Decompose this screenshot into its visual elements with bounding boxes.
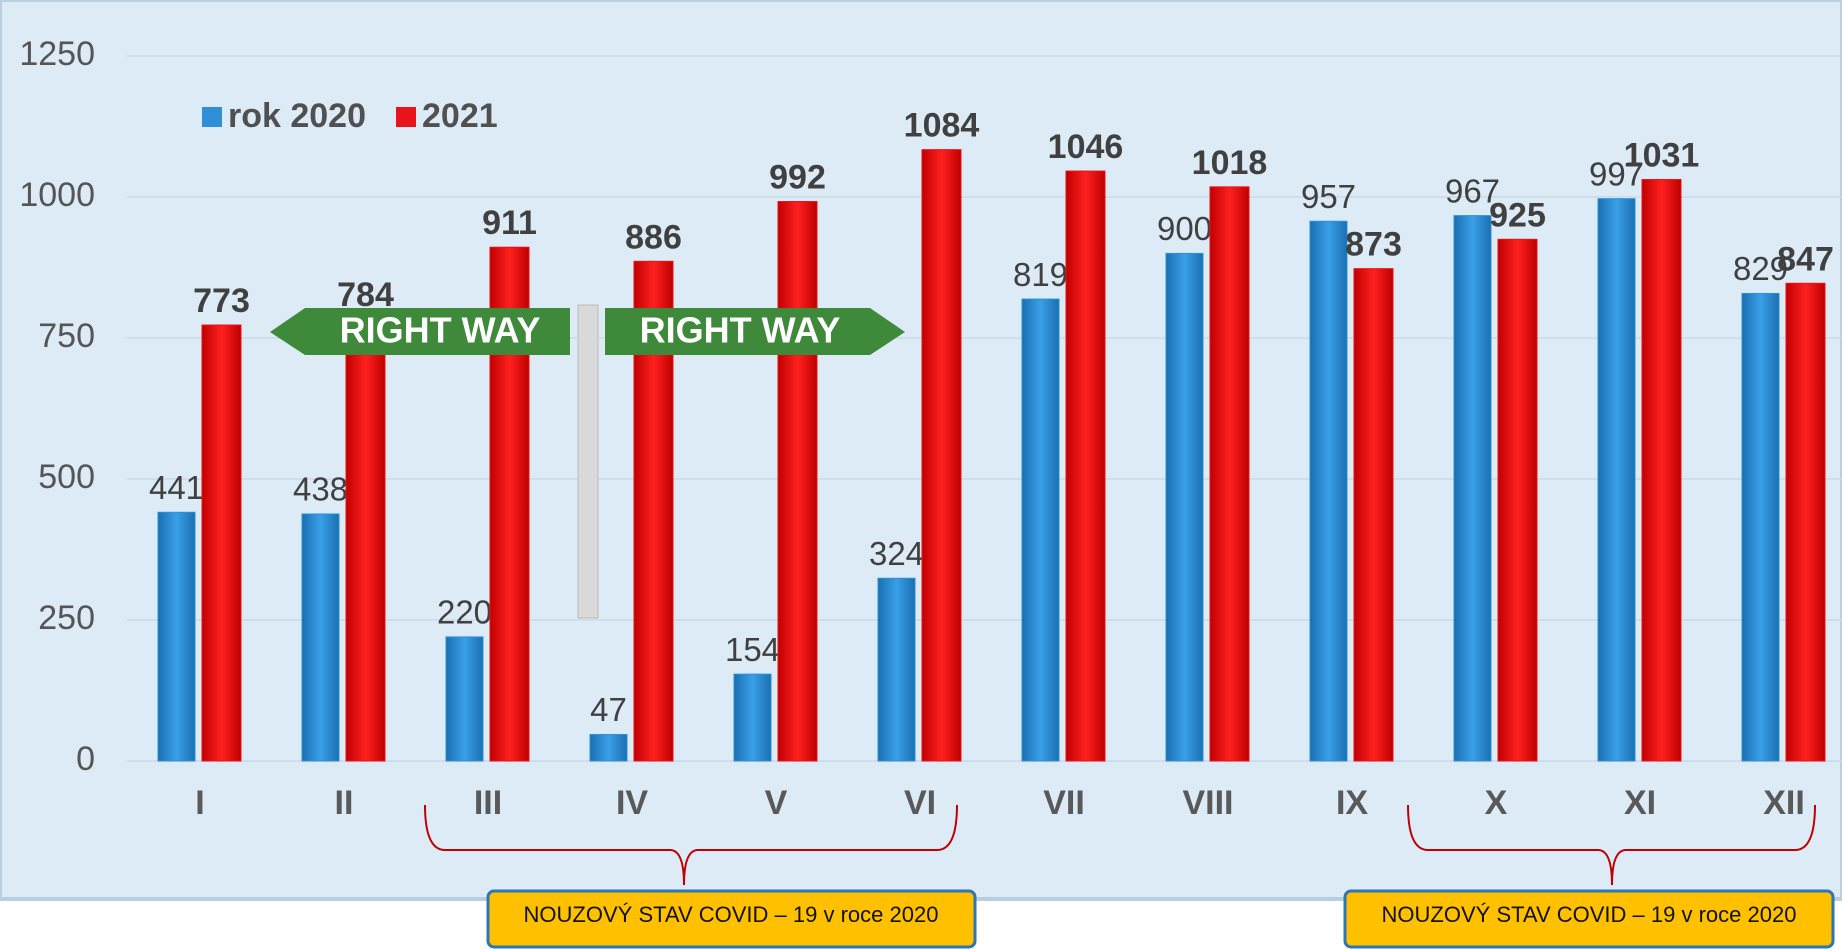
data-label: 441 [149, 469, 204, 506]
data-label: 925 [1489, 196, 1546, 234]
data-label: 967 [1445, 172, 1500, 209]
bar [201, 324, 242, 762]
data-label: 1031 [1624, 137, 1700, 175]
bar [589, 733, 628, 762]
x-tick-label: VI [904, 784, 936, 822]
sign-post [577, 304, 599, 619]
data-label: 154 [725, 631, 780, 668]
bar [1641, 179, 1682, 762]
bar [733, 673, 772, 762]
note-box [486, 889, 977, 949]
bar [1597, 198, 1636, 762]
x-tick-label: XI [1624, 784, 1656, 822]
bar [1209, 186, 1250, 762]
x-tick-label: I [195, 784, 204, 822]
bar [345, 318, 386, 762]
data-label: 873 [1345, 226, 1402, 264]
x-tick-label: IX [1336, 784, 1368, 822]
bar [921, 149, 962, 762]
data-label: 997 [1589, 155, 1644, 192]
data-label: 773 [193, 282, 250, 320]
bar [1785, 282, 1826, 762]
bar [157, 511, 196, 762]
legend-swatch [396, 107, 416, 127]
note-text: NOUZOVÝ STAV COVID – 19 v roce 2020 [524, 902, 939, 927]
sign-text: RIGHT WAY [640, 310, 841, 351]
sign-text: RIGHT WAY [340, 310, 541, 351]
legend-label: 2021 [422, 97, 498, 135]
y-tick-label: 250 [38, 599, 95, 637]
data-label: 220 [437, 594, 492, 631]
x-tick-label: VII [1043, 784, 1085, 822]
bar [445, 636, 484, 762]
data-label: 1046 [1048, 128, 1124, 166]
x-tick-label: V [765, 784, 788, 822]
data-label: 900 [1157, 210, 1212, 247]
data-label: 1018 [1192, 144, 1268, 182]
data-label: 847 [1777, 240, 1834, 278]
bar [1309, 220, 1348, 762]
y-tick-label: 1250 [19, 35, 95, 73]
bar [877, 577, 916, 762]
data-label: 957 [1301, 178, 1356, 215]
y-tick-label: 500 [38, 458, 95, 496]
bar [301, 513, 340, 762]
bar [1065, 170, 1106, 762]
data-label: 47 [590, 691, 627, 728]
x-tick-label: IV [616, 784, 648, 822]
bar [1353, 268, 1394, 762]
data-label: 911 [482, 204, 537, 242]
note-box [1343, 889, 1835, 949]
bar [1497, 238, 1538, 762]
data-label: 1084 [904, 107, 980, 145]
data-label: 992 [769, 158, 826, 196]
x-tick-label: XII [1763, 784, 1805, 822]
bar [1741, 292, 1780, 762]
data-label: 324 [869, 535, 924, 572]
data-label: 829 [1733, 250, 1788, 287]
x-tick-label: VIII [1182, 784, 1233, 822]
bar [1165, 252, 1204, 762]
sign-left [270, 308, 570, 355]
brace [424, 804, 958, 886]
note-text: NOUZOVÝ STAV COVID – 19 v roce 2020 [1382, 902, 1797, 927]
legend-swatch [202, 107, 222, 127]
y-tick-label: 750 [38, 317, 95, 355]
legend-label: rok 2020 [228, 97, 366, 135]
data-label: 819 [1013, 256, 1068, 293]
data-label: 784 [337, 276, 394, 314]
data-label: 886 [625, 218, 682, 256]
y-tick-label: 0 [76, 740, 95, 778]
data-label: 438 [293, 471, 348, 508]
brace [1407, 804, 1816, 886]
y-tick-label: 1000 [19, 176, 95, 214]
bar [1453, 215, 1492, 762]
x-tick-label: X [1485, 784, 1508, 822]
bar [777, 201, 818, 762]
bar [1021, 298, 1060, 762]
sign-right [605, 308, 905, 355]
x-tick-label: II [335, 784, 354, 822]
x-tick-label: III [474, 784, 502, 822]
